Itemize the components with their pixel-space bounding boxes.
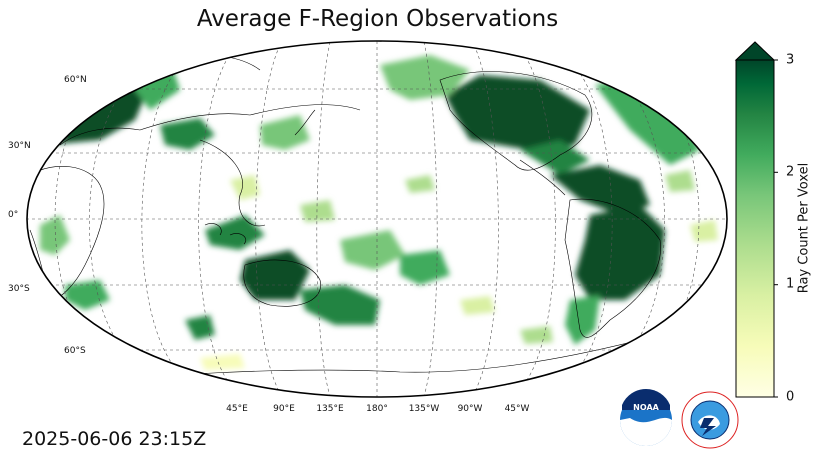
colorbar-extend-max: [734, 41, 776, 61]
colorbar: [734, 41, 778, 398]
colorbar-tick-label-3: 3: [786, 52, 795, 68]
lon-label-135w: 135°W: [408, 404, 440, 414]
noaa-logo-text: NOAA: [633, 403, 659, 412]
lat-label-30s: 30°S: [8, 284, 30, 294]
colorbar-tick-label-1: 1: [786, 276, 795, 292]
map-title: Average F-Region Observations: [196, 6, 559, 32]
lat-label-60n: 60°N: [64, 75, 87, 85]
lon-label-135e: 135°E: [316, 404, 344, 414]
lon-label-180: 180°: [366, 404, 388, 414]
lon-label-45w: 45°W: [504, 404, 530, 414]
globe-outline: [26, 40, 728, 398]
nws-logo: [681, 391, 739, 449]
colorbar-tick-label-2: 2: [786, 164, 795, 180]
lat-label-30n: 30°N: [8, 141, 31, 151]
colorbar-bar: [735, 59, 775, 398]
noaa-logo: NOAA: [620, 389, 672, 446]
lon-label-90w: 90°W: [457, 404, 483, 414]
timestamp: 2025-06-06 23:15Z: [22, 428, 207, 450]
lat-label-60s: 60°S: [64, 346, 86, 356]
colorbar-title: Ray Count Per Voxel: [796, 162, 812, 294]
colorbar-tick-label-0: 0: [786, 389, 795, 405]
lat-label-0: 0°: [8, 210, 19, 220]
lon-label-45e: 45°E: [226, 404, 248, 414]
lon-label-90e: 90°E: [273, 404, 295, 414]
